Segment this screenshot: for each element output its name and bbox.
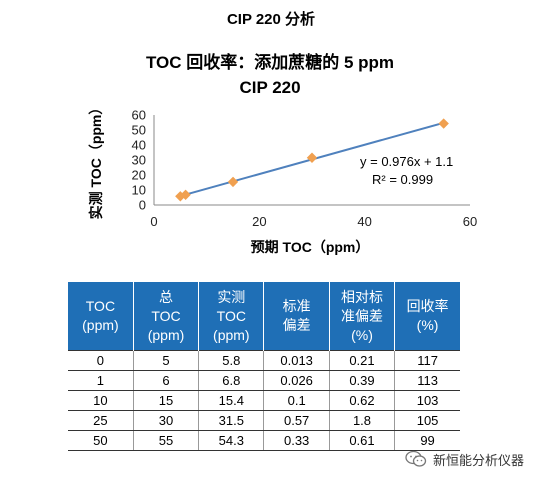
table-cell: 0.1 bbox=[263, 390, 330, 411]
chart-title-line2: CIP 220 bbox=[239, 78, 301, 97]
header-text: 标准 bbox=[282, 298, 311, 314]
header-text: (%) bbox=[416, 317, 439, 333]
table-row: 10 15 15.4 0.1 0.62 103 bbox=[68, 390, 460, 411]
data-point bbox=[227, 176, 239, 188]
header-text: 偏差 bbox=[282, 317, 311, 333]
table-header-cell: 相对标准偏差 (%) bbox=[328, 282, 395, 351]
table-cell: 5.8 bbox=[198, 350, 264, 371]
table-row: 0 5 5.8 0.013 0.21 117 bbox=[68, 350, 460, 371]
chart-title: TOC 回收率：添加蔗糖的 5 ppm CIP 220 bbox=[60, 50, 480, 100]
x-tick-label: 40 bbox=[357, 214, 371, 229]
header-text: TOC bbox=[85, 298, 116, 314]
table-cell: 54.3 bbox=[198, 430, 264, 451]
results-table: TOC (ppm) 总 TOC (ppm) 实测 TOC (ppm) 标准 偏差 相对标 准偏差 (%)… bbox=[68, 282, 460, 451]
header-text: 回收率 bbox=[406, 298, 449, 314]
table-cell: 117 bbox=[394, 350, 460, 371]
y-tick-label: 60 bbox=[132, 108, 146, 123]
axes bbox=[153, 115, 470, 206]
header-text: 实测 bbox=[217, 288, 246, 305]
table-cell: 0.39 bbox=[328, 370, 395, 391]
table-cell: 31.5 bbox=[198, 410, 264, 431]
header-text: 总 bbox=[158, 288, 173, 305]
table-header-cell: 实测 TOC (ppm) bbox=[198, 282, 264, 351]
table-cell: 55 bbox=[132, 430, 199, 451]
header-text: 相对标 bbox=[340, 288, 383, 305]
table-cell: 15.4 bbox=[198, 390, 264, 411]
watermark-text: 新恒能分析仪器 bbox=[432, 452, 524, 468]
table-cell: 99 bbox=[394, 430, 460, 451]
y-tick-label: 10 bbox=[132, 183, 146, 198]
data-points bbox=[175, 118, 449, 202]
page-title: CIP 220 分析 bbox=[226, 11, 316, 28]
table-row: 25 30 31.5 0.57 1.8 105 bbox=[68, 410, 460, 431]
table-cell: 0.61 bbox=[328, 430, 395, 451]
header-text: TOC bbox=[151, 307, 181, 324]
y-tick-label: 0 bbox=[139, 198, 146, 213]
y-tick-label: 40 bbox=[132, 138, 146, 153]
x-tick-label: 20 bbox=[252, 214, 266, 229]
data-point bbox=[180, 189, 191, 201]
table-cell: 0.013 bbox=[263, 350, 330, 371]
table-header-cell: 标准 偏差 bbox=[263, 282, 330, 351]
table-cell: 0.62 bbox=[328, 390, 395, 411]
table-cell: 0.026 bbox=[263, 370, 330, 391]
table-cell: 0.21 bbox=[328, 350, 395, 371]
table-cell: 5 bbox=[132, 350, 199, 371]
table-cell: 30 bbox=[132, 410, 199, 431]
x-axis-title: 预期 TOC（ppm） bbox=[251, 239, 370, 255]
y-tick-label: 20 bbox=[132, 168, 146, 183]
table-cell: 0.33 bbox=[263, 430, 330, 451]
x-tick-label: 60 bbox=[463, 214, 477, 229]
table-cell: 1 bbox=[68, 370, 134, 391]
data-point bbox=[306, 152, 318, 163]
header-text: (ppm) bbox=[213, 326, 250, 343]
chart-title-line1: TOC 回收率：添加蔗糖的 5 ppm bbox=[145, 53, 395, 72]
table-header-cell: TOC (ppm) bbox=[68, 282, 134, 351]
watermark: 新恒能分析仪器 bbox=[405, 448, 524, 470]
x-tick-labels: 0 20 40 60 bbox=[150, 214, 477, 229]
table-cell: 0.57 bbox=[263, 410, 330, 431]
table-cell: 50 bbox=[68, 430, 134, 451]
table-cell: 113 bbox=[394, 370, 460, 391]
table-header-cell: 总 TOC (ppm) bbox=[132, 282, 199, 351]
table-cell: 105 bbox=[394, 410, 460, 431]
table-cell: 0 bbox=[68, 350, 134, 371]
x-tick-label: 0 bbox=[150, 214, 157, 229]
r-squared: R² = 0.999 bbox=[372, 172, 433, 187]
data-point bbox=[438, 118, 449, 129]
y-tick-label: 50 bbox=[132, 123, 146, 138]
y-axis-title: 实测 TOC（ppm） bbox=[88, 101, 104, 220]
table-cell: 10 bbox=[68, 390, 134, 411]
table-cell: 6 bbox=[132, 370, 199, 391]
header-text: (ppm) bbox=[147, 326, 185, 343]
table-cell: 15 bbox=[132, 390, 199, 411]
header-text: (%) bbox=[351, 326, 373, 343]
header-text: TOC bbox=[216, 307, 246, 324]
table-header-row: TOC (ppm) 总 TOC (ppm) 实测 TOC (ppm) 标准 偏差 相对标 准偏差 (%)… bbox=[68, 282, 460, 351]
table-cell: 1.8 bbox=[328, 410, 395, 431]
table-cell: 6.8 bbox=[198, 370, 264, 391]
table-header-cell: 回收率 (%) bbox=[394, 282, 460, 351]
table-cell: 103 bbox=[394, 390, 460, 411]
header-text: 准偏差 bbox=[340, 307, 383, 324]
wechat-icon bbox=[405, 450, 427, 467]
header-text: (ppm) bbox=[82, 317, 119, 333]
regression-equation: y = 0.976x + 1.1 bbox=[360, 154, 453, 169]
table-body: 0 5 5.8 0.013 0.21 117 1 6 6.8 0.026 0.39 113 10 15 15… bbox=[68, 350, 460, 451]
y-tick-label: 30 bbox=[132, 153, 146, 168]
table-row: 1 6 6.8 0.026 0.39 113 bbox=[68, 370, 460, 391]
table-cell: 25 bbox=[68, 410, 134, 431]
table-row: 50 55 54.3 0.33 0.61 99 bbox=[68, 430, 460, 451]
